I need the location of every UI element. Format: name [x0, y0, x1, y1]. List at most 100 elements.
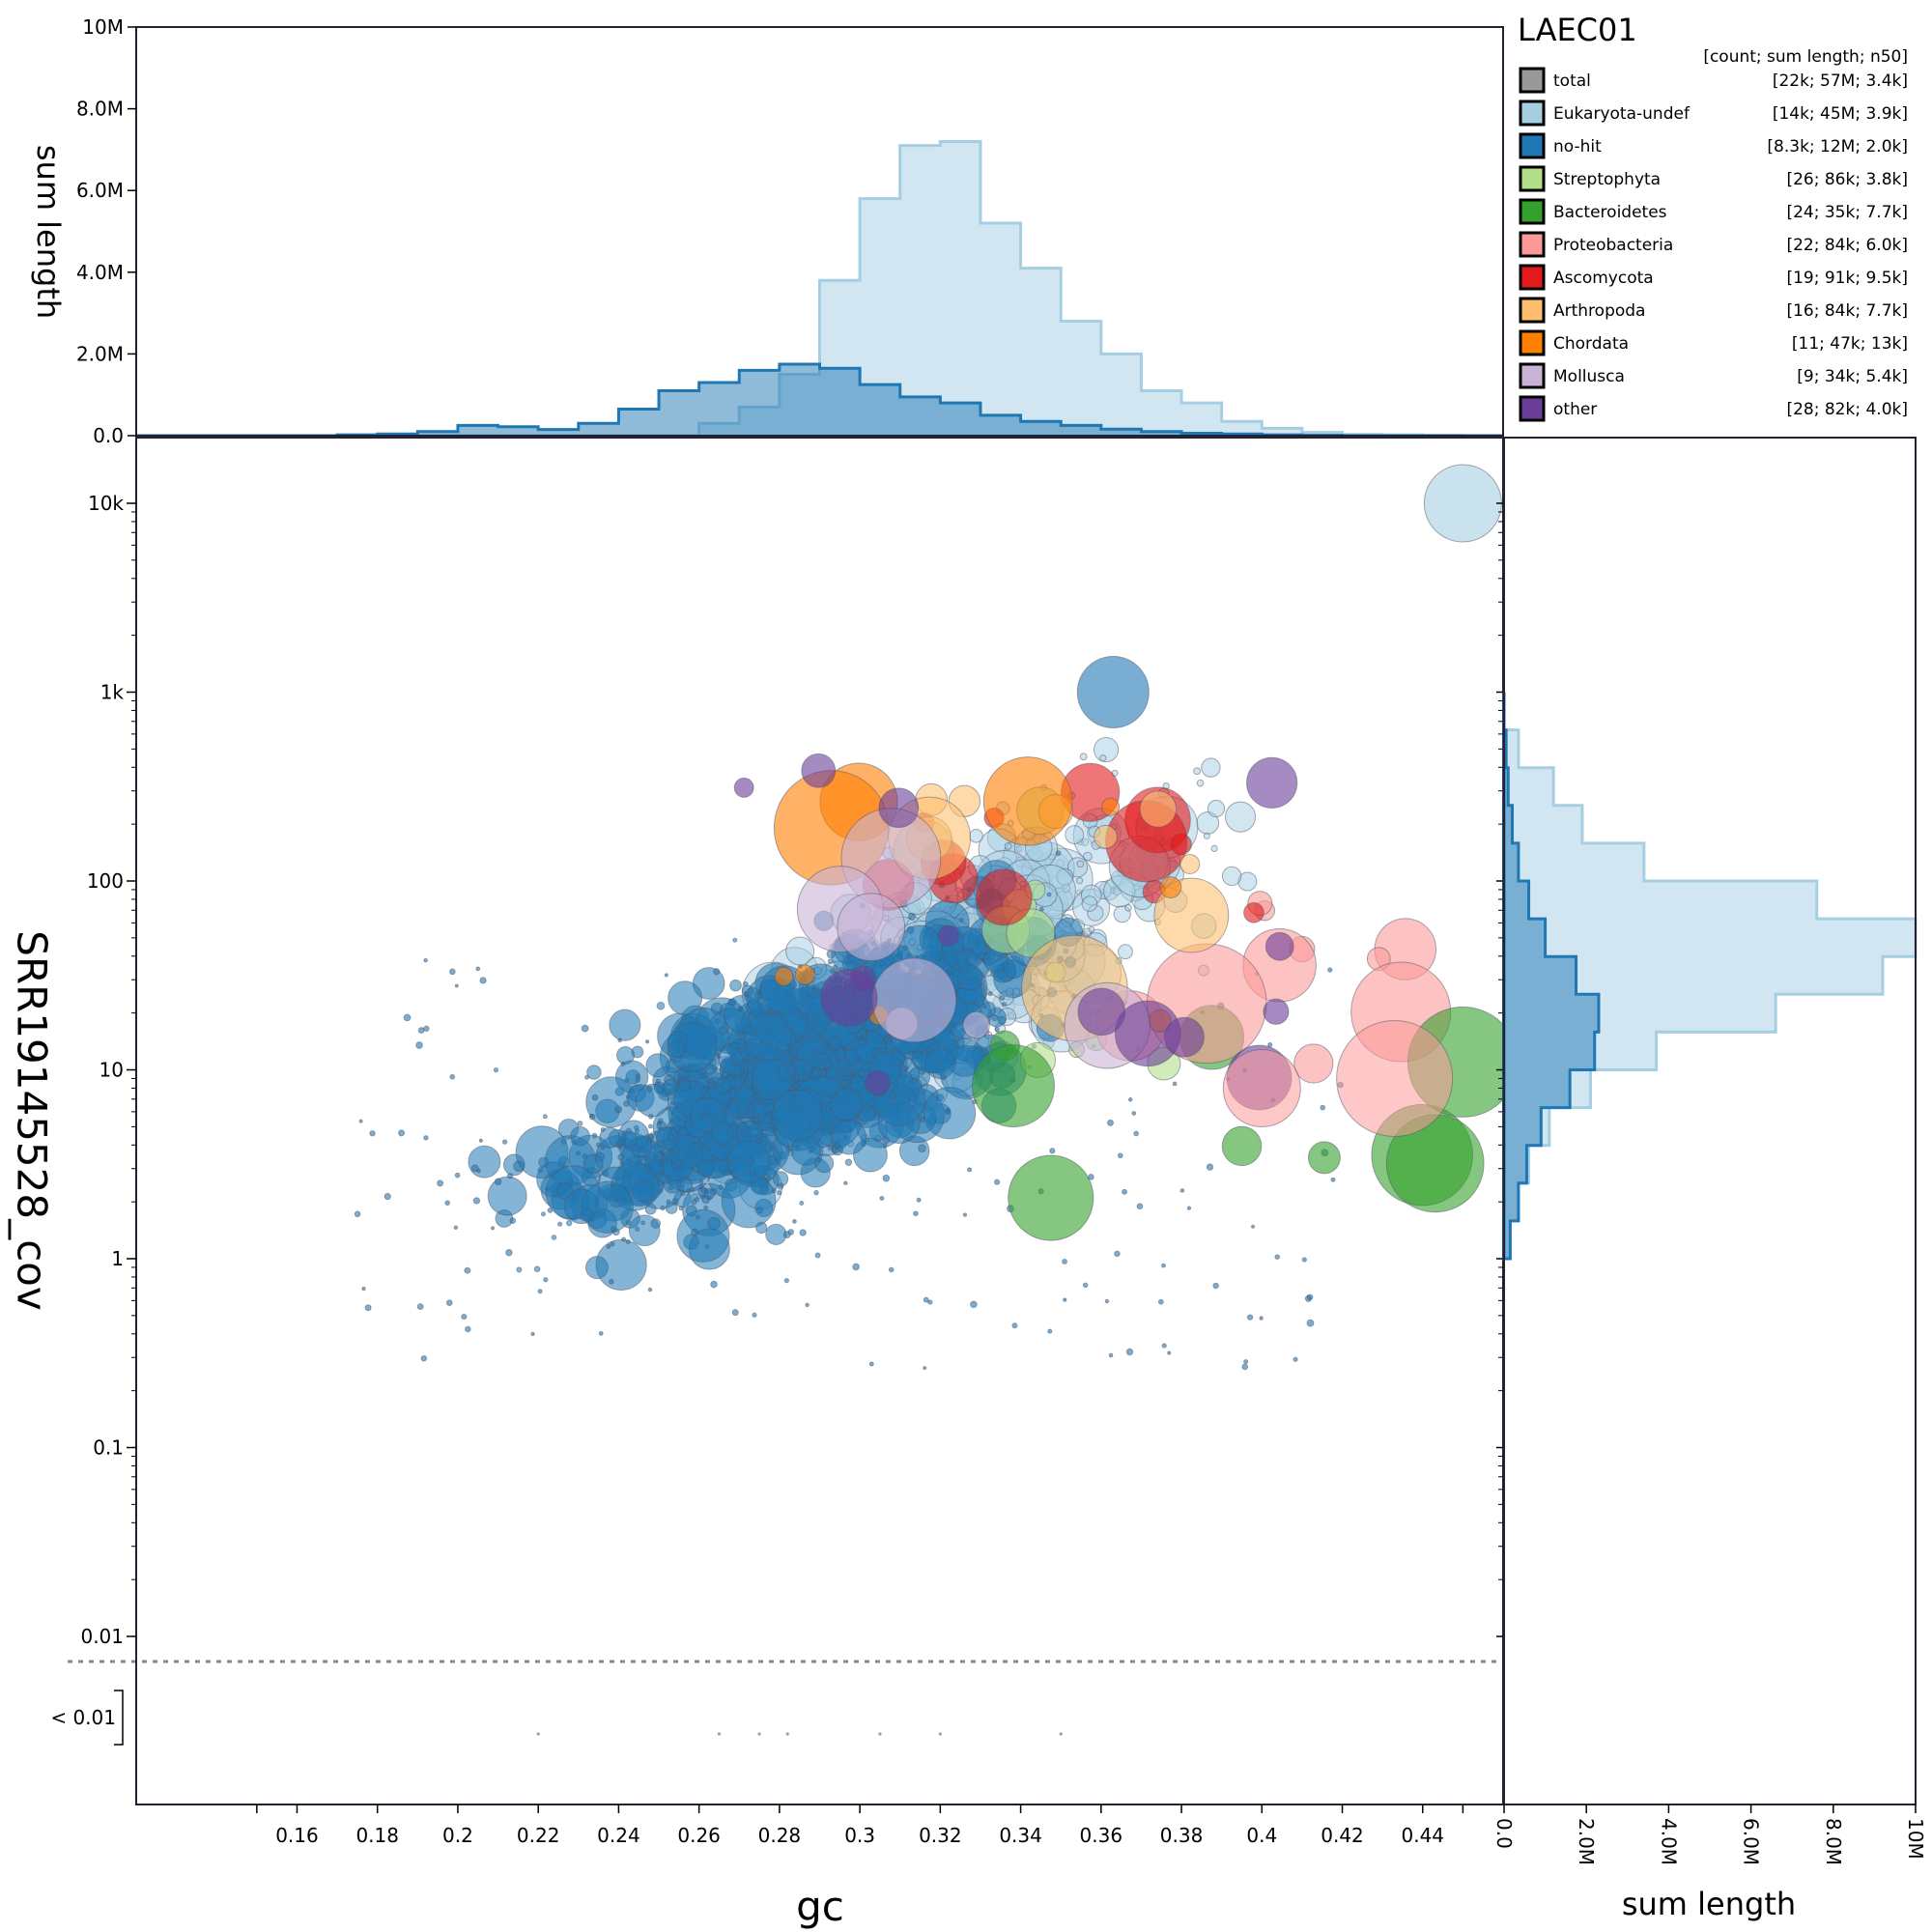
scatter-point-no-hit	[888, 1266, 895, 1273]
scatter-point-no-hit	[832, 964, 838, 970]
scatter-point-no-hit	[981, 1003, 987, 1009]
scatter-point-arthropoda	[1094, 824, 1118, 849]
scatter-point-no-hit	[737, 1121, 748, 1132]
scatter-point-no-hit	[841, 1071, 847, 1077]
legend-stats: [22; 84k; 6.0k]	[1786, 236, 1908, 255]
scatter-point-eukaryota-undef	[1201, 757, 1221, 778]
scatter-point-no-hit	[635, 1083, 669, 1118]
top-hist-tick-label: 0.0	[93, 424, 124, 447]
scatter-point-no-hit	[1243, 1359, 1249, 1365]
scatter-point-no-hit	[962, 1212, 968, 1217]
right-histogram-x-ticks: 0.0 2.0M 4.0M 6.0M 8.0M 10M	[1492, 1804, 1927, 1865]
scatter-point-no-hit	[354, 1210, 361, 1218]
main-x-tick-label: 0.32	[919, 1824, 962, 1847]
scatter-point-no-hit	[888, 1091, 896, 1099]
scatter-point-no-hit	[479, 977, 487, 984]
scatter-point-mollusca	[962, 1010, 990, 1039]
scatter-point-no-hit	[1161, 1343, 1167, 1349]
scatter-point-no-hit	[712, 1156, 718, 1162]
main-x-tick-label: 0.34	[999, 1824, 1042, 1847]
scatter-point-no-hit	[994, 1027, 1000, 1033]
main-x-tick-label: 0.24	[597, 1824, 640, 1847]
scatter-point-ascomycota	[975, 868, 1033, 926]
scatter-point-eukaryota-undef	[1088, 925, 1095, 933]
scatter-point-no-hit	[694, 1196, 700, 1203]
main-x-ticks: 0.16 0.18 0.2 0.22 0.24 0.26 0.28 0.3 0.32 0.34 0.…	[256, 1804, 1464, 1847]
scatter-point-no-hit	[1117, 1152, 1123, 1159]
scatter-point-no-hit	[1246, 1314, 1254, 1321]
scatter-point-no-hit	[782, 1231, 791, 1239]
scatter-point-no-hit	[444, 1200, 450, 1207]
legend-label: Ascomycota	[1553, 269, 1654, 288]
scatter-point-no-hit	[577, 1121, 583, 1126]
legend-stats: [11; 47k; 13k]	[1792, 334, 1908, 354]
scatter-point-no-hit	[582, 1153, 604, 1175]
scatter-point-no-hit	[987, 991, 993, 997]
scatter-point-no-hit	[516, 1266, 523, 1273]
scatter-point-no-hit	[708, 1077, 715, 1084]
scatter-point-no-hit	[1082, 1282, 1089, 1289]
scatter-point-no-hit	[1062, 1259, 1067, 1264]
main-y-tick-label: 10k	[88, 492, 124, 515]
scatter-point-chordata	[774, 966, 794, 986]
scatter-point-no-hit	[827, 1046, 834, 1052]
legend-stats: [16; 84k; 7.7k]	[1786, 301, 1908, 321]
scatter-point-no-hit	[813, 1189, 819, 1196]
scatter-point-no-hit	[703, 1187, 716, 1200]
scatter-point-no-hit	[1186, 1206, 1192, 1210]
scatter-point-no-hit	[858, 1069, 867, 1078]
scatter-point-ascomycota	[1243, 901, 1264, 923]
scatter-point-no-hit	[813, 1049, 820, 1057]
scatter-point-no-hit	[635, 1226, 640, 1232]
scatter-point-no-hit	[632, 1179, 655, 1204]
scatter-point-no-hit	[487, 1176, 527, 1216]
scatter-point-no-hit	[685, 1205, 697, 1217]
scatter-point-no-hit	[696, 1160, 714, 1178]
scatter-point-eukaryota-undef	[1224, 801, 1257, 833]
scatter-point-other	[1264, 931, 1294, 961]
scatter-point-no-hit	[475, 966, 481, 972]
scatter-point-no-hit	[1167, 1350, 1172, 1355]
scatter-point-no-hit	[540, 1211, 546, 1217]
scatter-point-no-hit	[358, 1119, 363, 1123]
scatter-point-no-hit	[613, 1197, 619, 1203]
top-histogram: 0.0 2.0M 4.0M 6.0M 8.0M 10M sum length	[30, 15, 1504, 447]
top-histogram-frame	[135, 26, 1504, 437]
scatter-point-no-hit	[398, 1129, 406, 1137]
scatter-point-no-hit	[883, 1036, 890, 1041]
scatter-point-no-hit	[542, 1114, 548, 1120]
top-histogram-y-label: sum length	[30, 145, 67, 319]
top-hist-tick-label: 10M	[82, 15, 124, 39]
scatter-point-zero-cov	[757, 1732, 761, 1736]
scatter-point-zero-cov	[878, 1732, 882, 1736]
scatter-point-no-hit	[857, 1037, 867, 1047]
scatter-point-no-hit	[830, 1092, 838, 1099]
scatter-point-no-hit	[799, 1200, 805, 1206]
scatter-point-no-hit	[537, 1289, 543, 1294]
main-x-tick-label: 0.26	[677, 1824, 721, 1847]
scatter-point-no-hit	[609, 1009, 641, 1041]
scatter-point-bacteroidetes	[1307, 1141, 1341, 1175]
scatter-point-no-hit	[638, 1146, 644, 1153]
scatter-point-no-hit	[658, 1125, 663, 1131]
scatter-point-no-hit	[672, 1148, 680, 1155]
scatter-point-no-hit	[1049, 1148, 1056, 1154]
scatter-point-no-hit	[653, 1153, 659, 1159]
scatter-point-no-hit	[737, 1007, 743, 1012]
legend-swatch-arthropoda	[1519, 297, 1546, 324]
scatter-point-no-hit	[814, 1153, 835, 1174]
right-histogram-bars	[1502, 692, 1918, 1261]
scatter-point-no-hit	[644, 1168, 650, 1174]
scatter-point-no-hit	[660, 1205, 666, 1211]
legend-label: Chordata	[1553, 334, 1629, 354]
scatter-point-no-hit	[580, 1208, 595, 1222]
scatter-point-no-hit	[944, 1108, 952, 1115]
scatter-point-no-hit	[712, 1066, 718, 1073]
scatter-point-no-hit	[714, 1076, 732, 1094]
scatter-point-no-hit	[1011, 1322, 1018, 1329]
scatter-point-no-hit	[832, 1148, 838, 1153]
scatter-point-no-hit	[724, 1102, 730, 1108]
scatter-point-other	[801, 753, 837, 788]
scatter-point-no-hit	[834, 1142, 841, 1150]
